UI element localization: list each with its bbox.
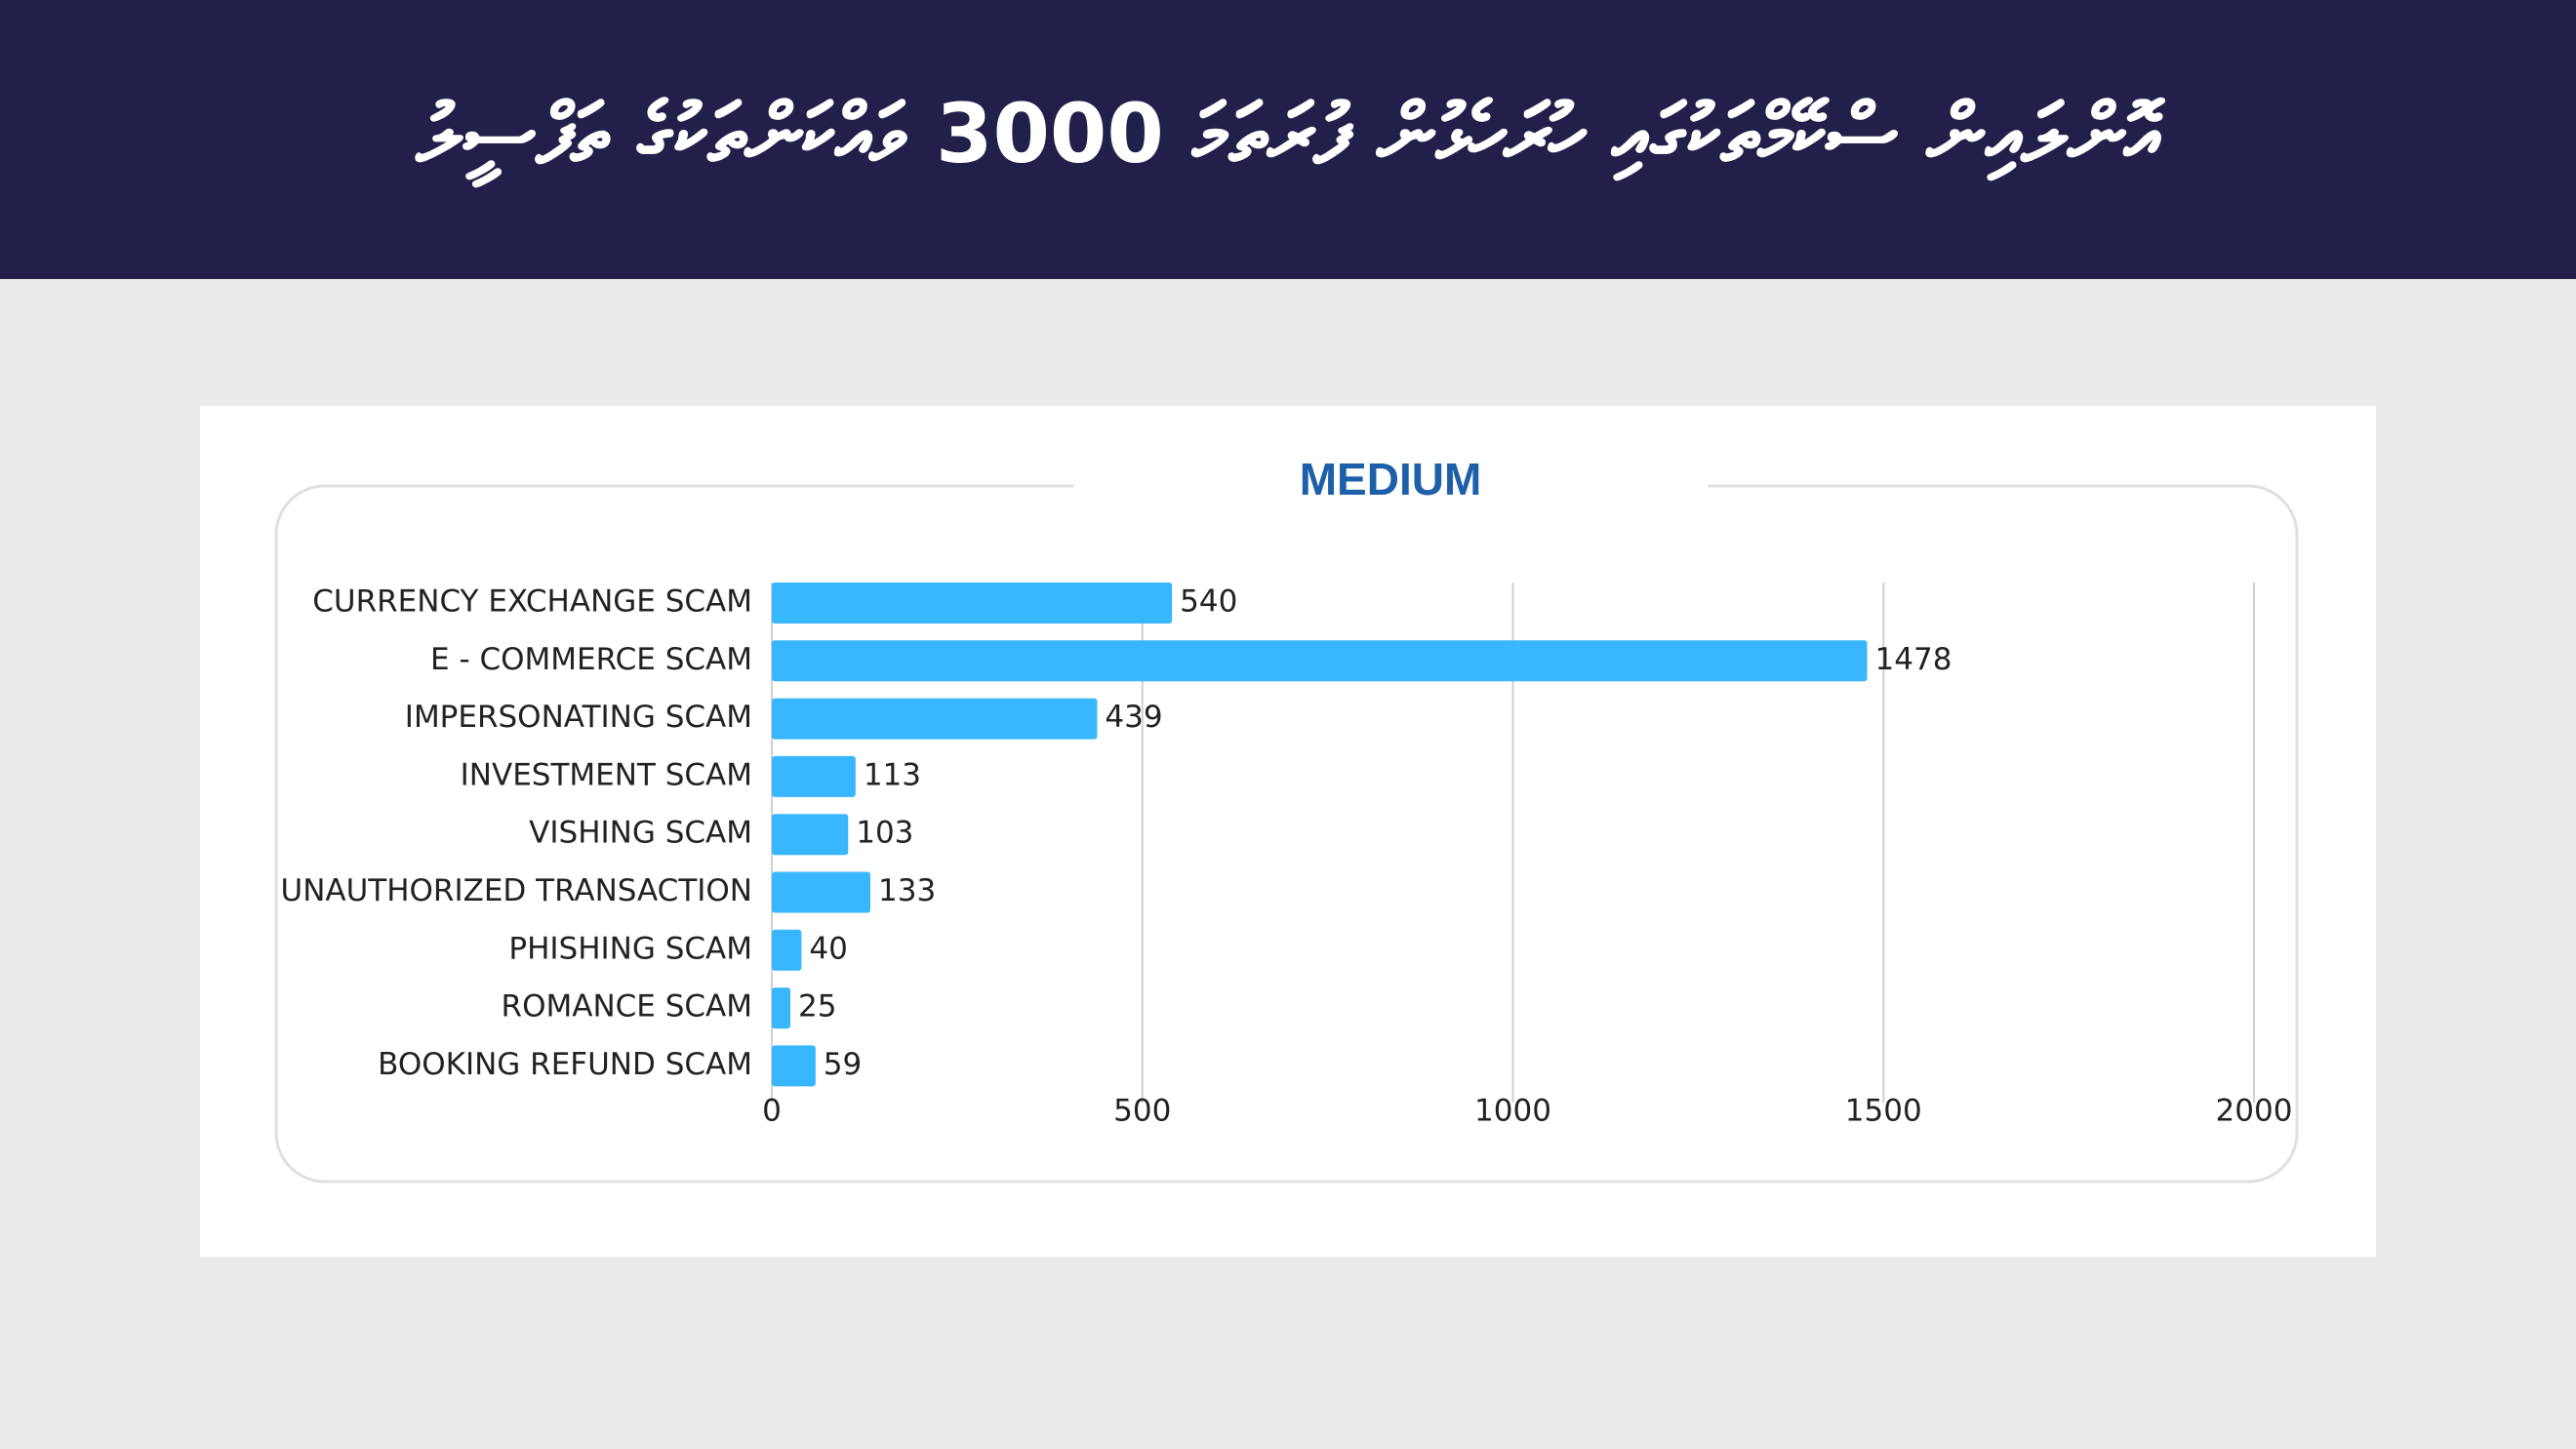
x-tick-label: 1000	[1474, 1094, 1551, 1129]
bar	[772, 1045, 816, 1087]
y-tick-label: E - COMMERCE SCAM	[430, 642, 752, 677]
y-tick-label: INVESTMENT SCAM	[461, 757, 752, 792]
bar	[772, 698, 1098, 740]
bar	[772, 929, 802, 971]
bar	[772, 583, 1173, 624]
x-tick-label: 0	[762, 1094, 782, 1129]
value-label: 439	[1105, 700, 1162, 735]
bar	[772, 640, 1868, 682]
value-label: 133	[878, 873, 936, 908]
bar	[772, 814, 849, 856]
header-bar	[0, 0, 2576, 279]
y-tick-label: UNAUTHORIZED TRANSACTION	[281, 873, 753, 908]
y-tick-label: VISHING SCAM	[529, 816, 752, 851]
y-tick-label: CURRENCY EXCHANGE SCAM	[312, 584, 752, 620]
value-label: 40	[809, 931, 847, 966]
y-tick-label: BOOKING REFUND SCAM	[378, 1047, 752, 1082]
panel	[200, 406, 2376, 1257]
value-label: 113	[864, 757, 921, 792]
y-tick-label: PHISHING SCAM	[508, 931, 752, 966]
value-label: 1478	[1875, 642, 1952, 677]
value-label: 540	[1180, 584, 1237, 620]
x-tick-label: 2000	[2216, 1094, 2293, 1129]
x-tick-label: 1500	[1845, 1094, 1922, 1129]
value-label: 103	[856, 816, 913, 851]
title-gap	[1073, 459, 1708, 517]
bar	[772, 871, 871, 913]
bar	[772, 987, 790, 1029]
y-tick-label: ROMANCE SCAM	[502, 989, 752, 1025]
value-label: 59	[824, 1047, 862, 1082]
chart-title: MEDIUM	[1300, 454, 1482, 504]
value-label: 25	[798, 989, 836, 1025]
header-title: އޮންލައިން ސްކޭމްތަކުގައި ހުރަހެޅުން ފުރ…	[415, 86, 2166, 188]
y-tick-label: IMPERSONATING SCAM	[405, 700, 752, 735]
bar	[772, 755, 856, 797]
x-tick-label: 500	[1113, 1094, 1171, 1129]
